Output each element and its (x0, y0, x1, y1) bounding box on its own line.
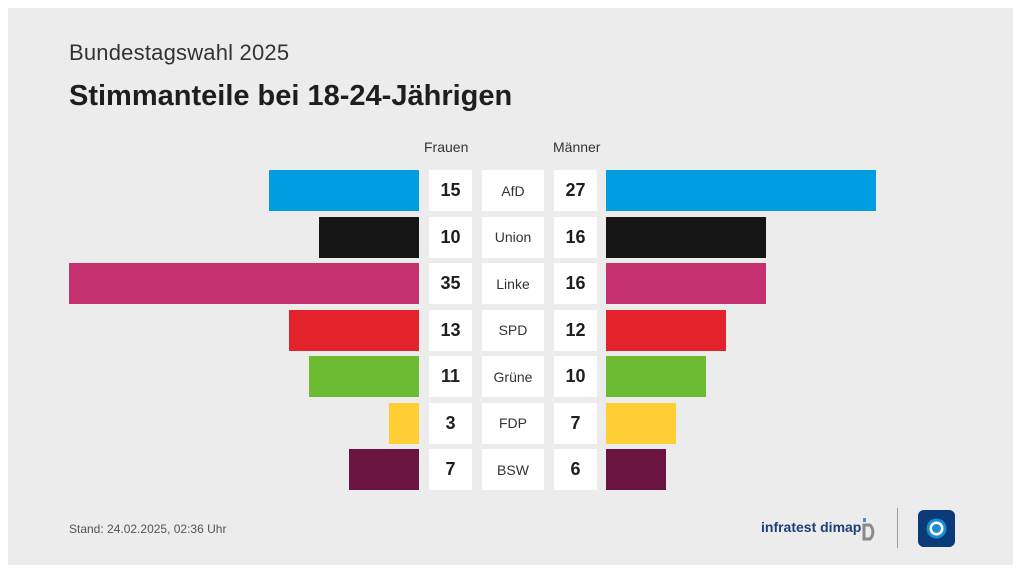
bar-maenner-afd (606, 170, 876, 211)
value-maenner-label: 16 (565, 273, 586, 293)
bar-maenner-bsw (606, 449, 666, 490)
stand-timestamp: Stand: 24.02.2025, 02:36 Uhr (69, 522, 227, 536)
value-maenner-label: 12 (565, 319, 586, 340)
bar-frauen-union (319, 216, 419, 258)
party-label-text: FDP (499, 415, 527, 431)
value-maenner-label: 7 (570, 412, 581, 433)
source-label: infratest dimap (761, 519, 862, 535)
value-frauen-label: 10 (440, 226, 461, 247)
chart-row: 11 Grüne 10 (8, 356, 1013, 398)
party-label: SPD (482, 309, 544, 351)
value-frauen: 11 (429, 356, 472, 397)
value-frauen: 7 (429, 449, 472, 490)
value-frauen-label: 15 (440, 180, 461, 200)
chart-row: 35 Linke 16 (8, 263, 1013, 305)
party-label: Union (482, 216, 544, 258)
infratest-dimap-icon (862, 518, 875, 541)
party-label-text: BSW (497, 461, 529, 478)
party-label: Grüne (482, 356, 544, 397)
party-label-text: Grüne (493, 368, 533, 385)
bar-maenner-union (606, 216, 766, 258)
party-label: Linke (482, 263, 544, 304)
bar-frauen-bsw (349, 449, 419, 490)
value-frauen: 3 (429, 402, 472, 444)
value-frauen-label: 35 (440, 273, 461, 293)
chart-row: 15 AfD 27 (8, 170, 1013, 212)
chart-row: 13 SPD 12 (8, 309, 1013, 352)
value-frauen-label: 3 (445, 412, 456, 433)
bar-maenner-spd (606, 309, 726, 351)
value-maenner-label: 6 (570, 459, 581, 479)
value-maenner-label: 10 (565, 366, 586, 386)
chart-card: Bundestagswahl 2025 Stimmanteile bei 18-… (8, 8, 1013, 565)
chart-title: Stimmanteile bei 18-24-Jährigen (69, 80, 513, 112)
column-header-maenner: Männer (553, 139, 601, 155)
party-label: FDP (482, 402, 544, 444)
column-header-frauen: Frauen (424, 139, 469, 155)
value-frauen: 10 (429, 216, 472, 258)
party-label: BSW (482, 449, 544, 490)
value-maenner-label: 27 (565, 180, 586, 200)
bar-frauen-afd (269, 170, 419, 211)
bar-maenner-linke (606, 263, 766, 304)
value-maenner: 16 (554, 263, 597, 304)
footer-divider (897, 508, 898, 548)
chart-subtitle: Bundestagswahl 2025 (69, 40, 290, 65)
value-maenner-label: 16 (565, 226, 586, 247)
bar-frauen-fdp (389, 402, 419, 444)
bar-frauen-spd (289, 309, 419, 351)
party-label-text: Union (494, 229, 532, 245)
value-maenner: 16 (554, 216, 597, 258)
party-label: AfD (482, 170, 544, 211)
chart-row: 7 BSW 6 (8, 449, 1013, 491)
party-label-text: Linke (496, 275, 530, 292)
bar-maenner-fdp (606, 402, 676, 444)
value-maenner: 12 (554, 309, 597, 351)
value-maenner: 10 (554, 356, 597, 397)
value-frauen: 15 (429, 170, 472, 211)
value-frauen-label: 11 (440, 366, 461, 386)
value-frauen: 13 (429, 309, 472, 351)
value-maenner: 27 (554, 170, 597, 211)
chart-row: 3 FDP 7 (8, 402, 1013, 445)
value-frauen-label: 7 (445, 459, 456, 479)
chart-row: 10 Union 16 (8, 216, 1013, 259)
bar-maenner-grüne (606, 356, 706, 397)
party-label-text: SPD (498, 322, 528, 338)
bar-frauen-linke (69, 263, 419, 304)
bar-frauen-grüne (309, 356, 419, 397)
value-frauen-label: 13 (440, 319, 461, 340)
value-maenner: 6 (554, 449, 597, 490)
party-label-text: AfD (501, 182, 525, 199)
value-maenner: 7 (554, 402, 597, 444)
ard-logo-icon (918, 510, 955, 547)
value-frauen: 35 (429, 263, 472, 304)
